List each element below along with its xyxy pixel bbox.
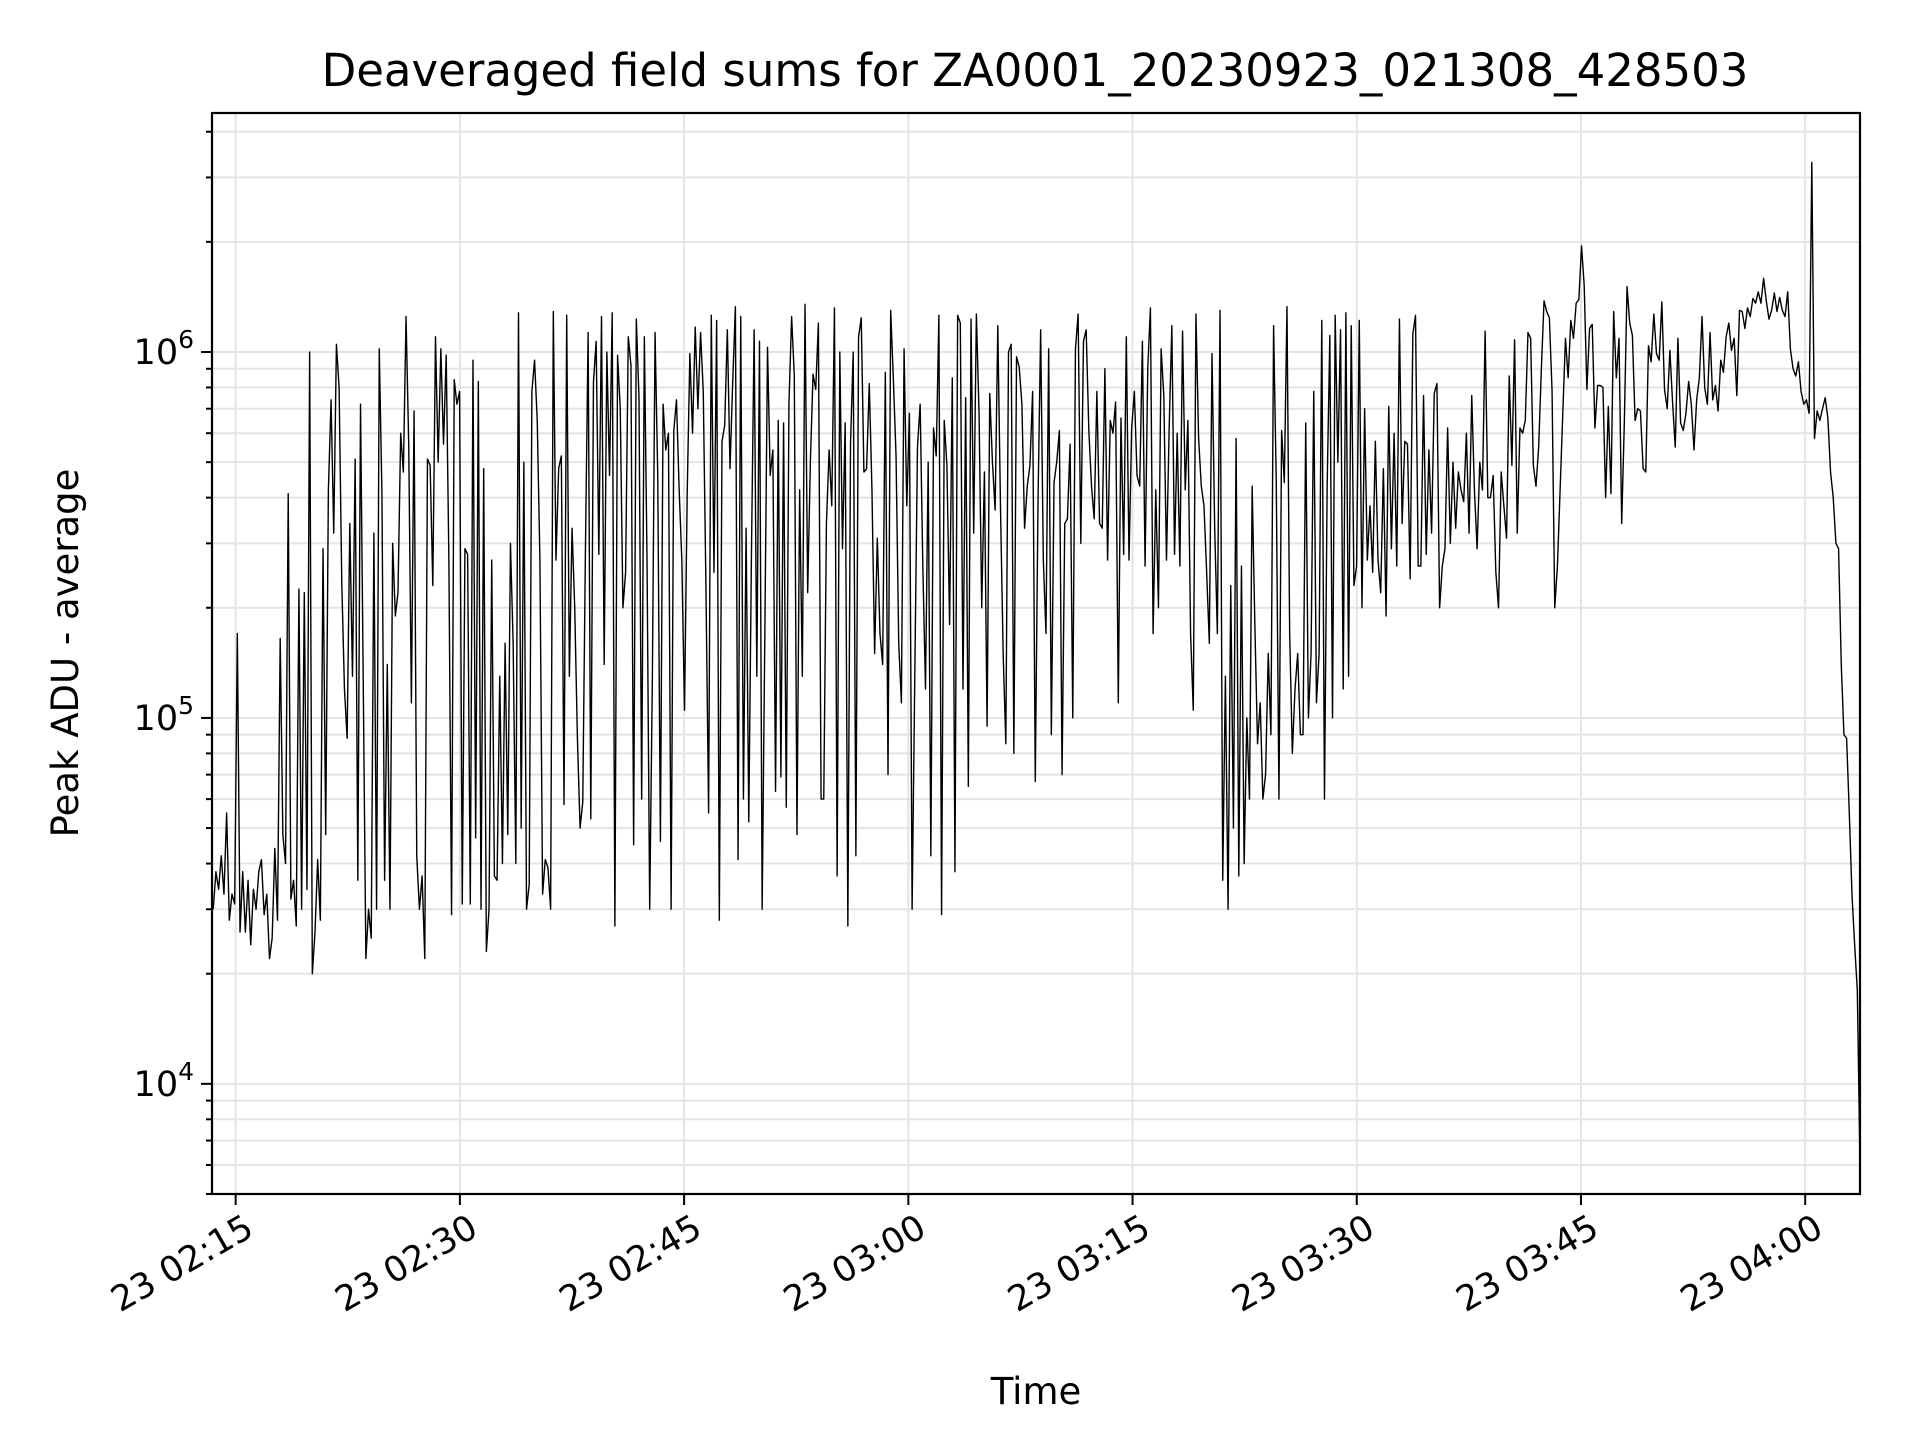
x-axis-label: Time bbox=[990, 1370, 1082, 1413]
y-tick-label: 105 bbox=[134, 691, 194, 739]
chart-title: Deaveraged field sums for ZA0001_2023092… bbox=[322, 44, 1749, 97]
series-layer bbox=[212, 161, 1861, 1166]
y-tick-label: 106 bbox=[134, 325, 194, 373]
y-axis: 104 105 106 bbox=[134, 130, 212, 1195]
series-line bbox=[212, 161, 1861, 1166]
plot-frame bbox=[210, 111, 1862, 1196]
y-tick-label: 104 bbox=[134, 1057, 194, 1105]
y-axis-label: Peak ADU - average bbox=[44, 469, 87, 838]
